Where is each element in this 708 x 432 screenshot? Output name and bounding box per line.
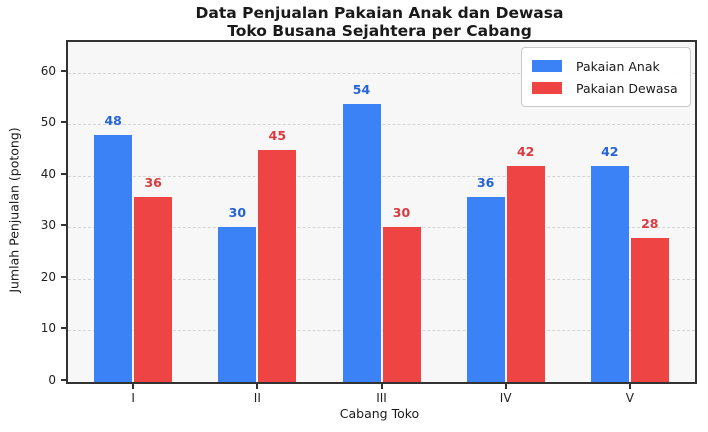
x-tick-label-i: I bbox=[131, 391, 135, 405]
chart-title-line1: Data Penjualan Pakaian Anak dan Dewasa bbox=[195, 4, 564, 22]
y-tick-label-60: 60 bbox=[40, 63, 56, 78]
bar-pakaian-anak-ii bbox=[218, 227, 257, 382]
bar-label-pakaian-dewasa-ii: 45 bbox=[268, 128, 287, 144]
y-tick-mark-40 bbox=[61, 172, 66, 175]
x-tick-label-iv: IV bbox=[499, 391, 512, 405]
gridline-y-10 bbox=[68, 330, 695, 332]
bar-pakaian-anak-iv bbox=[466, 196, 505, 382]
y-tick-label-20: 20 bbox=[40, 269, 56, 284]
bar-label-pakaian-dewasa-i: 36 bbox=[144, 174, 162, 190]
bar-pakaian-dewasa-i bbox=[134, 196, 173, 382]
legend-swatch-pakaian-dewasa bbox=[532, 82, 562, 94]
gridline-y-40 bbox=[68, 175, 695, 177]
y-tick-mark-0 bbox=[61, 379, 66, 381]
bar-label-pakaian-anak-v: 42 bbox=[601, 143, 619, 159]
y-tick-label-40: 40 bbox=[40, 166, 56, 181]
y-tick-label-50: 50 bbox=[40, 115, 56, 130]
bar-pakaian-anak-iii bbox=[342, 103, 381, 382]
bar-pakaian-dewasa-v bbox=[630, 237, 669, 382]
bar-pakaian-anak-v bbox=[590, 165, 629, 382]
bar-label-pakaian-dewasa-iii: 30 bbox=[392, 205, 411, 221]
legend-label-pakaian-dewasa: Pakaian Dewasa bbox=[576, 80, 678, 96]
y-axis-label: Jumlah Penjualan (potong) bbox=[6, 127, 22, 293]
x-tick-label-v: V bbox=[625, 391, 634, 405]
x-tick-mark-ii bbox=[256, 384, 259, 389]
legend-entry-pakaian-dewasa: Pakaian Dewasa bbox=[532, 77, 678, 99]
bar-label-pakaian-anak-iii: 54 bbox=[352, 81, 371, 97]
x-tick-label-ii: II bbox=[253, 391, 261, 405]
y-tick-label-30: 30 bbox=[40, 218, 56, 233]
bar-label-pakaian-anak-ii: 30 bbox=[228, 205, 247, 221]
bar-label-pakaian-anak-iv: 36 bbox=[476, 174, 495, 190]
x-tick-mark-v bbox=[628, 384, 631, 389]
x-axis-label: Cabang Toko bbox=[339, 406, 420, 421]
bar-label-pakaian-dewasa-iv: 42 bbox=[516, 143, 535, 159]
y-tick-label-10: 10 bbox=[40, 321, 56, 336]
gridline-y-20 bbox=[68, 278, 695, 280]
y-tick-mark-10 bbox=[61, 327, 66, 330]
bar-label-pakaian-dewasa-v: 28 bbox=[641, 215, 659, 231]
gridline-y-60 bbox=[68, 72, 695, 74]
y-tick-label-0: 0 bbox=[48, 373, 56, 387]
legend-entry-pakaian-anak: Pakaian Anak bbox=[532, 55, 678, 77]
y-tick-mark-50 bbox=[61, 121, 66, 124]
legend: Pakaian Anak Pakaian Dewasa bbox=[521, 47, 691, 107]
y-tick-mark-20 bbox=[61, 275, 66, 278]
legend-swatch-pakaian-anak bbox=[532, 60, 562, 72]
y-tick-mark-30 bbox=[61, 224, 66, 227]
x-tick-mark-iv bbox=[504, 384, 507, 389]
bar-pakaian-dewasa-iii bbox=[382, 227, 421, 382]
chart-title: Data Penjualan Pakaian Anak dan Dewasa T… bbox=[66, 4, 693, 40]
bar-pakaian-dewasa-iv bbox=[506, 165, 545, 382]
bar-label-pakaian-anak-i: 48 bbox=[104, 112, 122, 128]
x-tick-mark-iii bbox=[380, 384, 383, 389]
bar-pakaian-anak-i bbox=[94, 134, 133, 382]
x-tick-label-iii: III bbox=[376, 391, 387, 405]
legend-label-pakaian-anak: Pakaian Anak bbox=[576, 58, 660, 74]
y-tick-mark-60 bbox=[61, 69, 66, 72]
gridline-y-50 bbox=[68, 124, 695, 126]
x-tick-mark-i bbox=[132, 384, 135, 389]
chart-title-line2: Toko Busana Sejahtera per Cabang bbox=[227, 22, 532, 40]
bar-pakaian-dewasa-ii bbox=[258, 150, 297, 382]
gridline-y-30 bbox=[68, 227, 695, 229]
